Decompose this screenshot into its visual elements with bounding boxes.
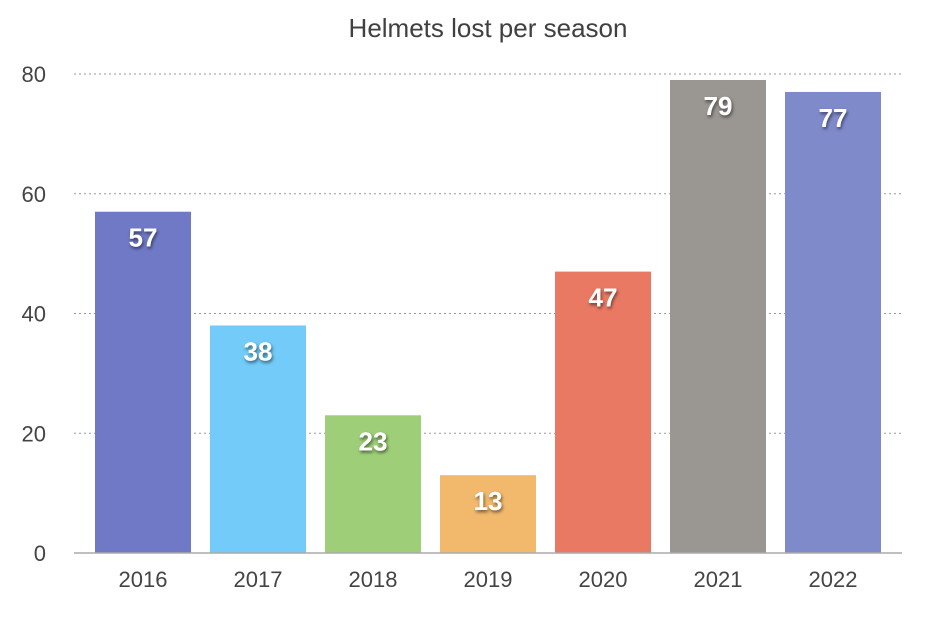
y-tick-label: 60 (22, 182, 46, 207)
data-label: 13 (474, 486, 503, 516)
y-tick-label: 0 (34, 541, 46, 566)
x-tick-label: 2016 (119, 567, 168, 592)
data-labels: 57 38 23 13 47 79 77 (129, 91, 848, 516)
data-label: 23 (359, 426, 388, 456)
bar (95, 211, 191, 553)
data-label: 57 (129, 223, 158, 253)
x-tick-label: 2017 (234, 567, 283, 592)
x-tick-label: 2018 (349, 567, 398, 592)
bar (440, 475, 536, 553)
data-label: 77 (819, 103, 848, 133)
x-tick-label: 2021 (694, 567, 743, 592)
x-axis-labels: 2016 2017 2018 2019 2020 2021 2022 (119, 567, 858, 592)
bar (555, 271, 651, 553)
data-label: 79 (704, 91, 733, 121)
data-label: 47 (589, 283, 618, 313)
gridlines (74, 73, 902, 434)
bar (325, 415, 421, 553)
y-axis-ticks: 0 20 40 60 80 (22, 62, 46, 566)
x-tick-label: 2019 (464, 567, 513, 592)
bars (95, 79, 881, 554)
chart-title: Helmets lost per season (349, 13, 628, 43)
bar (670, 79, 766, 554)
y-tick-label: 20 (22, 421, 46, 446)
y-tick-label: 80 (22, 62, 46, 87)
x-tick-label: 2020 (579, 567, 628, 592)
x-tick-label: 2022 (809, 567, 858, 592)
bar (785, 91, 881, 554)
data-label: 38 (244, 336, 273, 366)
y-tick-label: 40 (22, 302, 46, 327)
bar (210, 325, 306, 553)
